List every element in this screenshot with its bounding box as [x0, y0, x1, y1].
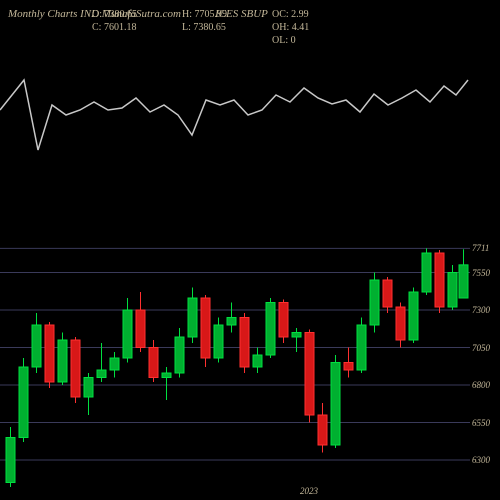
candle	[396, 307, 405, 340]
candle	[279, 303, 288, 338]
y-axis-label: 7711	[472, 243, 489, 253]
ohlc-high: H: 7705.99	[182, 8, 244, 21]
y-axis-label: 6800	[472, 380, 490, 390]
candle	[97, 370, 106, 378]
candle	[84, 378, 93, 398]
candle	[45, 325, 54, 382]
y-axis: 7711 7550 7300 7050 6800 6550 6300	[470, 235, 500, 490]
y-axis-label: 6550	[472, 418, 490, 428]
candle	[370, 280, 379, 325]
candlestick-chart	[0, 235, 470, 490]
x-axis-label: 2023	[300, 486, 318, 496]
y-axis-label: 7300	[472, 305, 490, 315]
candle	[357, 325, 366, 370]
candle	[448, 273, 457, 308]
candle	[6, 438, 15, 483]
ohlc-oc: OC: 2.99	[272, 8, 334, 21]
y-axis-label: 7050	[472, 343, 490, 353]
ohlc-open: O: 7380.65	[92, 8, 154, 21]
candle	[162, 373, 171, 378]
candle	[344, 363, 353, 371]
candle	[305, 333, 314, 416]
candle	[292, 333, 301, 338]
chart-container: Monthly Charts IND MunafaSutra.com ICES …	[0, 0, 500, 500]
line-chart	[0, 40, 470, 190]
candle	[422, 253, 431, 292]
ohlc-close: C: 7601.18	[92, 21, 154, 34]
candle	[188, 298, 197, 337]
candle	[266, 303, 275, 356]
ohlc-oh: OH: 4.41	[272, 21, 334, 34]
candle	[123, 310, 132, 358]
candle	[318, 415, 327, 445]
candle	[227, 318, 236, 326]
chart-header: Monthly Charts IND MunafaSutra.com ICES …	[0, 0, 500, 40]
candle	[110, 358, 119, 370]
candle	[240, 318, 249, 368]
candle	[459, 265, 468, 298]
y-axis-label: 6300	[472, 455, 490, 465]
candle	[136, 310, 145, 348]
candle	[331, 363, 340, 446]
ohlc-low: L: 7380.65	[182, 21, 244, 34]
candle	[201, 298, 210, 358]
candle	[32, 325, 41, 367]
candle	[175, 337, 184, 373]
y-axis-label: 7550	[472, 268, 490, 278]
candle	[383, 280, 392, 307]
candle	[435, 253, 444, 307]
candle	[19, 367, 28, 438]
candle	[149, 348, 158, 378]
candle	[58, 340, 67, 382]
candle	[409, 292, 418, 340]
candle	[214, 325, 223, 358]
candle	[253, 355, 262, 367]
candle	[71, 340, 80, 397]
